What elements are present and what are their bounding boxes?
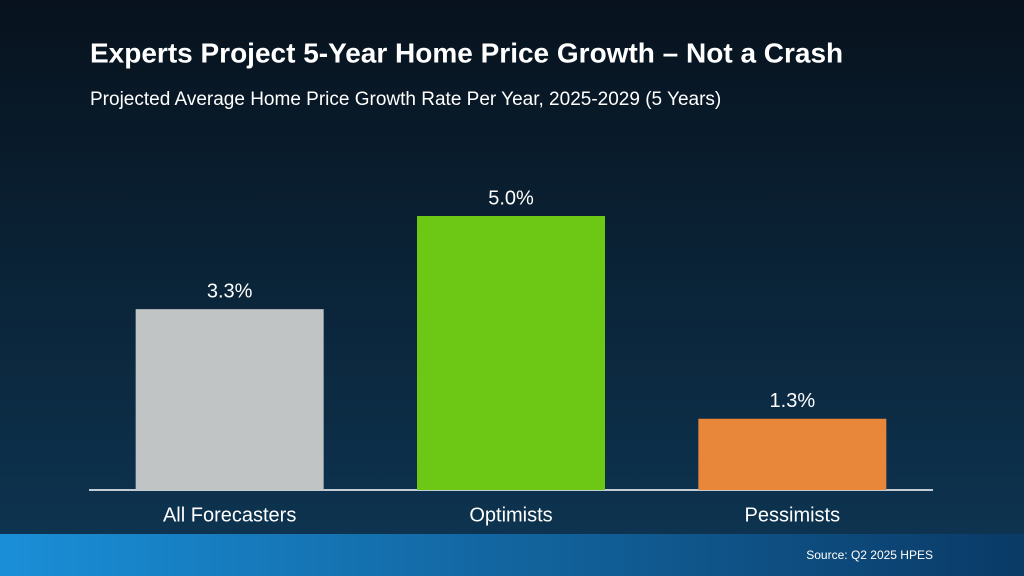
source: Source: Q2 2025 HPES [806,548,933,562]
x-tick-label: Optimists [469,504,552,526]
value-label: 1.3% [770,390,816,412]
x-tick-label: All Forecasters [163,504,296,526]
value-label: 3.3% [207,280,253,302]
bar [698,418,887,490]
footer-band [0,534,1024,576]
bar [135,309,324,490]
chart-subtitle: Projected Average Home Price Growth Rate… [90,89,721,110]
chart-title: Experts Project 5-Year Home Price Growth… [90,37,843,68]
bar [417,216,605,490]
x-tick-label: Pessimists [745,504,841,526]
value-label: 5.0% [488,187,534,209]
